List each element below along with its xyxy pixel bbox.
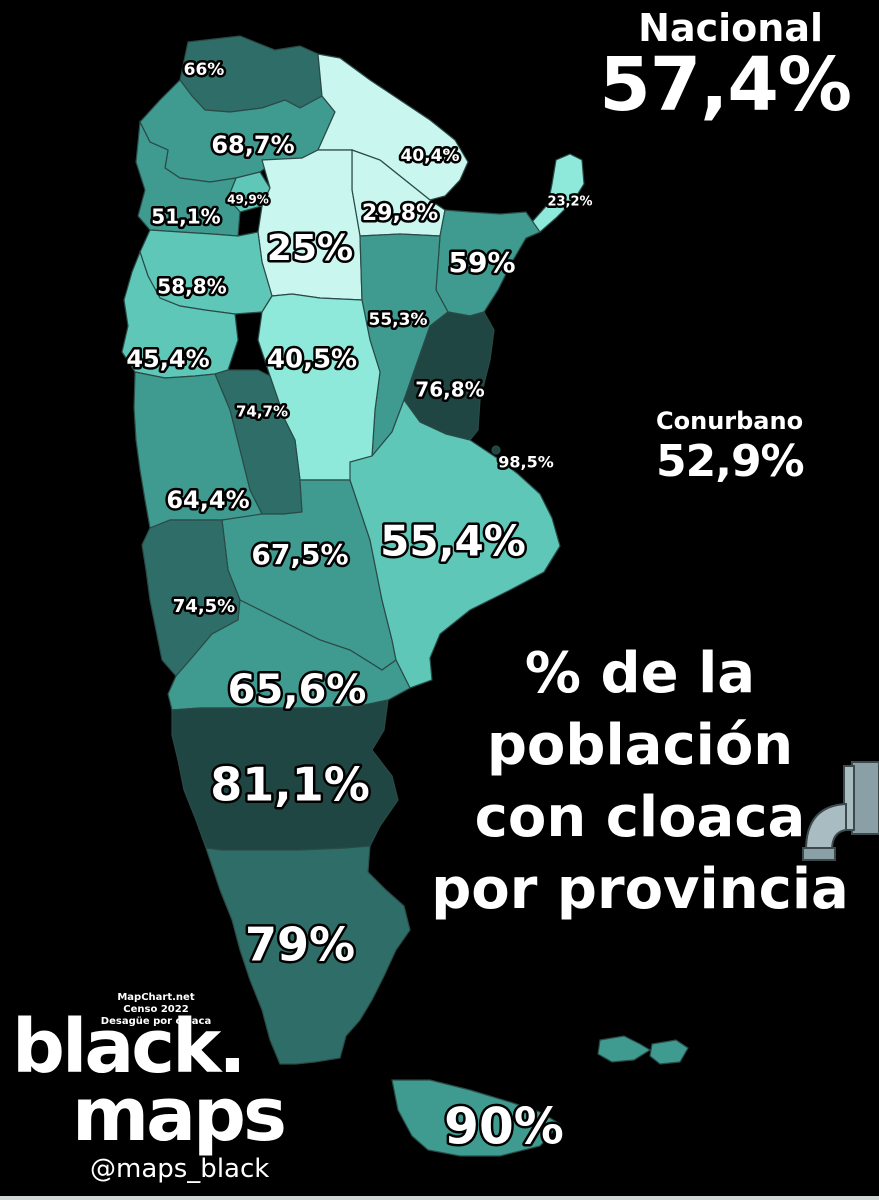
province-value-label: 66% [184, 60, 225, 80]
province-value-label: 58,8% [157, 275, 226, 299]
province-value-label: 79% [245, 918, 355, 972]
province-value-label: 29,8% [362, 201, 438, 226]
province-value-label: 64,4% [166, 486, 249, 514]
map-title: % de la población con cloaca por provinc… [420, 638, 860, 926]
province-value-label: 23,2% [547, 195, 592, 210]
province-value-label: 67,5% [251, 538, 348, 571]
province-tierra-del-fuego [391, 1079, 561, 1157]
province-value-label: 81,1% [210, 758, 370, 812]
title-line-4: por provincia [431, 857, 849, 922]
province-entre-rios [403, 311, 495, 441]
province-misiones [524, 153, 585, 240]
province-value-label: 45,4% [126, 345, 209, 373]
province-caba [491, 445, 501, 455]
province-chubut [171, 699, 399, 851]
credit-census: Censo 2022 [123, 1004, 189, 1015]
province-value-label: 59% [448, 246, 515, 279]
title-line-3: con cloaca [474, 785, 806, 850]
province-value-label: 25% [267, 228, 353, 269]
credits: MapChart.net Censo 2022 Desagüe por cloa… [96, 992, 216, 1028]
province-value-label: 74,7% [236, 403, 288, 421]
national-label: Nacional [638, 6, 823, 50]
province-value-label: 90% [444, 1098, 564, 1156]
province-value-label: 68,7% [211, 131, 294, 159]
logo-line-2: maps [72, 1072, 287, 1158]
credit-metric: Desagüe por cloaca [100, 1016, 212, 1027]
bottom-border [0, 1196, 879, 1200]
province-value-label: 55,4% [380, 517, 526, 566]
islands-malvinas [597, 1035, 652, 1063]
province-buenos-aires [349, 398, 561, 689]
logo-line-1: black. [12, 1004, 246, 1090]
logo-handle: @maps_black [90, 1154, 270, 1184]
province-value-label: 51,1% [151, 205, 220, 229]
title-line-1: % de la [524, 641, 756, 706]
pipe-icon [802, 761, 879, 861]
province-value-label: 40,5% [267, 345, 357, 375]
province-value-label: 76,8% [415, 378, 484, 402]
national-value: 57,4% [599, 42, 852, 128]
province-value-label: 55,3% [369, 310, 428, 330]
islands-malvinas-east [649, 1039, 689, 1065]
province-santa-cruz [205, 845, 411, 1065]
province-santiago-del-estero [257, 149, 363, 301]
credit-source: MapChart.net [117, 992, 195, 1003]
province-value-label: 98,5% [498, 453, 554, 472]
province-value-label: 49,9% [227, 193, 269, 207]
conurbano-value: 52,9% [656, 436, 805, 487]
conurbano-label: Conurbano [656, 407, 804, 435]
province-value-label: 74,5% [173, 596, 235, 617]
province-formosa [317, 53, 469, 201]
title-line-2: población [486, 713, 794, 778]
province-value-label: 40,4% [401, 146, 460, 166]
province-catamarca [135, 119, 241, 237]
province-value-label: 65,6% [228, 667, 367, 713]
